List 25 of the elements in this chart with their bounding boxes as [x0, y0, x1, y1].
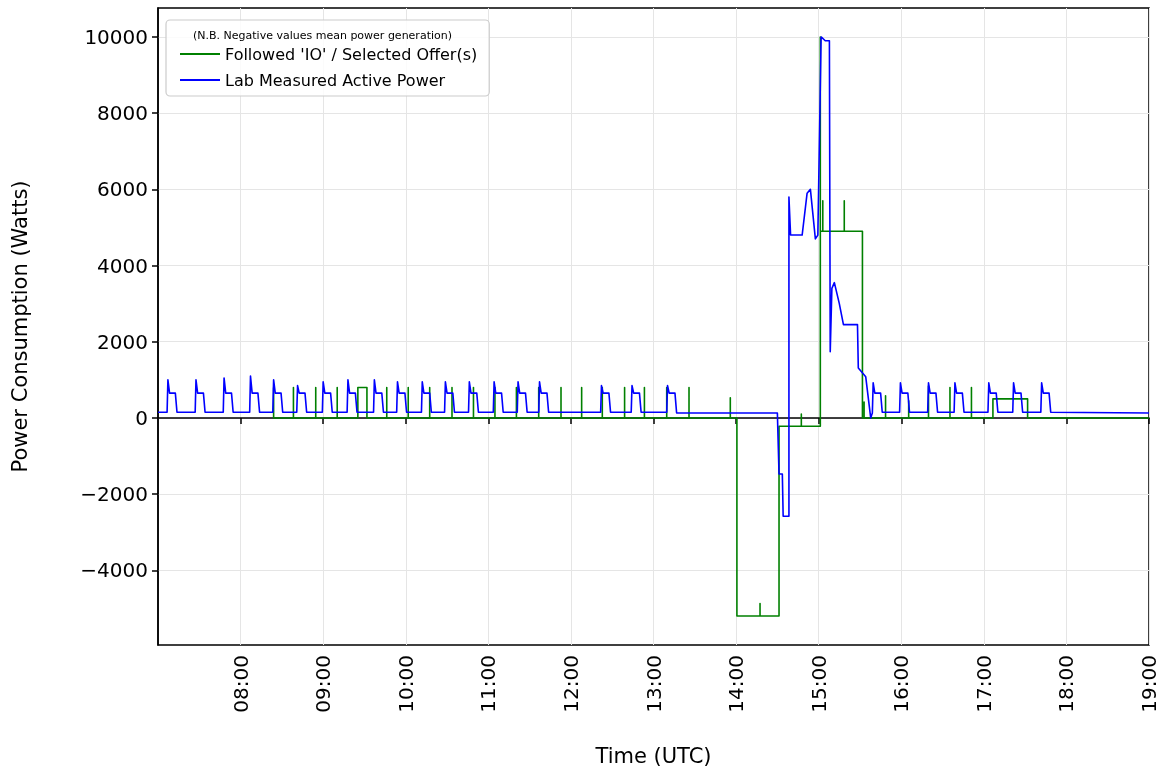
- x-tick-label: 18:00: [1054, 655, 1079, 713]
- y-tick-label: −4000: [80, 558, 148, 583]
- y-tick-label: 8000: [97, 101, 148, 126]
- y-tick-label: 0: [135, 405, 148, 430]
- x-tick-label: 10:00: [393, 655, 418, 713]
- x-tick-label: 17:00: [971, 655, 996, 713]
- legend-title: (N.B. Negative values mean power generation): [193, 29, 452, 42]
- y-tick-label: 2000: [97, 329, 148, 354]
- x-tick-label: 16:00: [889, 655, 914, 713]
- x-tick-label: 08:00: [228, 655, 253, 713]
- x-axis-title: Time (UTC): [594, 743, 712, 768]
- legend-label: Followed 'IO' / Selected Offer(s): [225, 44, 478, 64]
- y-tick-label: 4000: [97, 253, 148, 278]
- y-tick-label: −2000: [80, 482, 148, 507]
- y-tick-label: 6000: [97, 177, 148, 202]
- x-tick-label: 11:00: [476, 655, 501, 713]
- x-tick-label: 15:00: [806, 655, 831, 713]
- x-tick-label: 19:00: [1137, 655, 1161, 713]
- x-tick-label: 13:00: [641, 655, 666, 713]
- legend-label: Lab Measured Active Power: [225, 70, 446, 90]
- y-axis-title: Power Consumption (Watts): [7, 180, 32, 473]
- x-tick-label: 14:00: [724, 655, 749, 713]
- x-tick-label: 12:00: [558, 655, 583, 713]
- x-tick-label: 09:00: [311, 655, 336, 713]
- y-tick-label: 10000: [84, 24, 148, 49]
